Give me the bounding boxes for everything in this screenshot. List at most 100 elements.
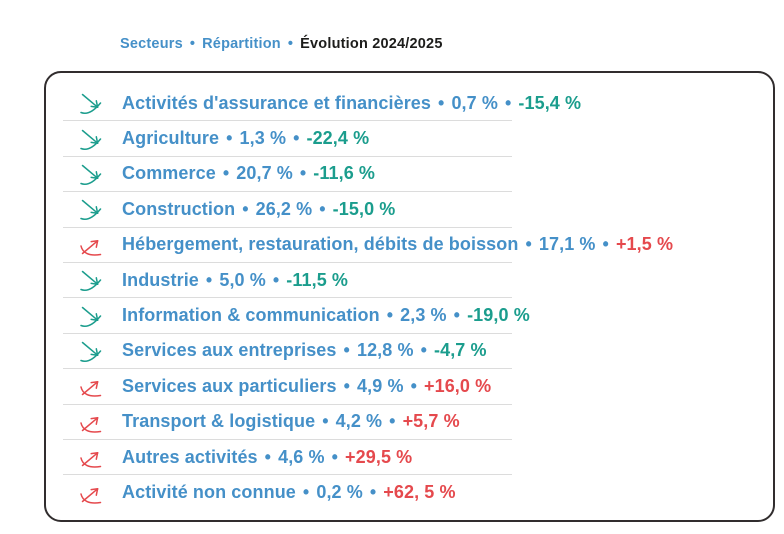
breadcrumb-separator: • (189, 36, 196, 52)
sector-row: Commerce • 20,7 % • -11,6 % (63, 157, 512, 193)
sector-row-text: Information & communication • 2,3 % • -19,0 … (122, 305, 530, 326)
trend-icon-wrap (79, 410, 103, 434)
page-title: Évolution 2024/2025 (300, 36, 443, 52)
bullet-separator: • (453, 305, 461, 326)
sector-evolution-value: -4,7 % (434, 340, 487, 361)
sector-share-value: 1,3 % (239, 128, 287, 149)
breadcrumb: Secteurs • Répartition • Évolution 2024/2025 (120, 36, 443, 52)
bullet-separator: • (389, 411, 396, 432)
sector-row: Activités d'assurance et financières • 0,7… (63, 86, 581, 122)
sector-row: Autres activités • 4,6 % • +29,5 % (63, 440, 512, 476)
sector-evolution-value: -15,4 % (518, 92, 582, 113)
sector-share-value: 20,7 % (236, 163, 293, 184)
bullet-separator: • (343, 340, 350, 361)
sector-label: Commerce (122, 163, 216, 184)
sector-label: Autres activités (122, 446, 258, 467)
trend-icon-wrap (79, 233, 103, 257)
bullet-separator: • (302, 482, 310, 503)
sector-row-text: Services aux entreprises • 12,8 % • -4,7 % (122, 340, 487, 361)
sector-evolution-value: +62, 5 % (383, 482, 456, 503)
sector-share-value: 4,6 % (278, 446, 325, 467)
trend-icon-wrap (79, 268, 103, 292)
bullet-separator: • (272, 269, 280, 290)
sector-row: Activité non connue • 0,2 % • +62, 5 % (63, 475, 512, 510)
bullet-separator: • (222, 163, 230, 184)
breadcrumb-item-repartition[interactable]: Répartition (202, 36, 281, 52)
sector-share-value: 4,9 % (357, 375, 404, 396)
sector-row: Transport & logistique • 4,2 % • +5,7 % (63, 405, 512, 440)
bullet-separator: • (331, 446, 339, 467)
sector-evolution-value: +16,0 % (423, 375, 492, 396)
bullet-separator: • (420, 340, 427, 361)
sector-evolution-value: -22,4 % (306, 128, 370, 149)
sector-evolution-value: -11,5 % (286, 269, 349, 290)
trend-icon-wrap (79, 481, 103, 505)
trend-icon-wrap (79, 162, 103, 186)
trend-up-arrow-icon (80, 452, 102, 468)
breadcrumb-item-secteurs[interactable]: Secteurs (120, 36, 183, 52)
sector-label: Information & communication (122, 305, 380, 326)
trend-icon-wrap (79, 374, 103, 398)
sector-label: Industrie (122, 269, 199, 290)
bullet-separator: • (264, 446, 272, 467)
bullet-separator: • (602, 234, 609, 255)
sector-row-text: Activités d'assurance et financières • 0,7… (122, 93, 581, 114)
sector-share-value: 17,1 % (538, 234, 596, 255)
trend-up-arrow-icon (80, 488, 102, 504)
trend-icon-wrap (79, 197, 103, 221)
bullet-separator: • (369, 482, 377, 503)
sector-label: Services aux entreprises (122, 340, 337, 361)
trend-icon-wrap (79, 304, 103, 328)
bullet-separator: • (205, 269, 213, 290)
sector-label: Hébergement, restauration, débits de boi… (122, 234, 519, 255)
sector-label: Activités d'assurance et financières (122, 92, 432, 113)
sector-row-text: Hébergement, restauration, débits de boi… (122, 234, 673, 255)
sector-row: Information & communication • 2,3 % • -19,0 … (63, 298, 530, 334)
sector-row-text: Activité non connue • 0,2 % • +62, 5 % (122, 482, 456, 503)
sector-row-text: Services aux particuliers • 4,9 % • +16,0 % (122, 376, 491, 397)
bullet-separator: • (299, 163, 307, 184)
sector-evolution-value: +5,7 % (402, 411, 460, 432)
sector-evolution-value: -11,6 % (313, 163, 376, 184)
sector-row-text: Construction • 26,2 % • -15,0 % (122, 199, 395, 220)
sector-share-value: 12,8 % (356, 340, 414, 361)
sector-row-text: Transport & logistique • 4,2 % • +5,7 % (122, 411, 460, 432)
trend-icon-wrap (79, 339, 103, 363)
sector-row: Hébergement, restauration, débits de boi… (63, 228, 673, 263)
sector-share-value: 26,2 % (255, 198, 313, 219)
trend-down-arrow-icon (80, 306, 102, 327)
sector-evolution-value: -19,0 % (467, 305, 530, 326)
bullet-separator: • (226, 128, 233, 149)
sector-row: Agriculture • 1,3 % • -22,4 % (63, 121, 512, 157)
sector-label: Construction (122, 198, 236, 219)
bullet-separator: • (343, 375, 351, 396)
trend-down-arrow-icon (80, 270, 102, 292)
sectors-panel: Activités d'assurance et financières • 0,7… (44, 71, 775, 522)
bullet-separator: • (504, 92, 512, 113)
trend-up-arrow-icon (80, 381, 102, 398)
sector-row: Services aux entreprises • 12,8 % • -4,7 % (63, 334, 512, 370)
trend-icon-wrap (79, 91, 103, 115)
trend-up-arrow-icon (80, 239, 102, 256)
sector-share-value: 4,2 % (335, 411, 383, 432)
trend-down-arrow-icon (80, 93, 102, 115)
bullet-separator: • (319, 198, 326, 219)
sector-evolution-value: +29,5 % (345, 446, 413, 467)
sector-row-text: Autres activités • 4,6 % • +29,5 % (122, 447, 412, 468)
trend-down-arrow-icon (80, 200, 102, 221)
sector-share-value: 0,7 % (451, 92, 498, 113)
sector-label: Transport & logistique (122, 411, 316, 432)
breadcrumb-separator: • (287, 36, 294, 52)
trend-up-arrow-icon (80, 416, 102, 433)
sector-share-value: 0,2 % (316, 482, 363, 503)
bullet-separator: • (410, 375, 417, 396)
trend-down-arrow-icon (80, 164, 102, 185)
sector-label: Agriculture (122, 128, 220, 149)
sector-label: Activité non connue (122, 482, 296, 503)
sector-row: Construction • 26,2 % • -15,0 % (63, 192, 512, 228)
sector-row-text: Agriculture • 1,3 % • -22,4 % (122, 128, 369, 149)
sector-row: Services aux particuliers • 4,9 % • +16,0 % (63, 369, 512, 405)
bullet-separator: • (525, 234, 532, 255)
sector-row-text: Commerce • 20,7 % • -11,6 % (122, 163, 375, 184)
